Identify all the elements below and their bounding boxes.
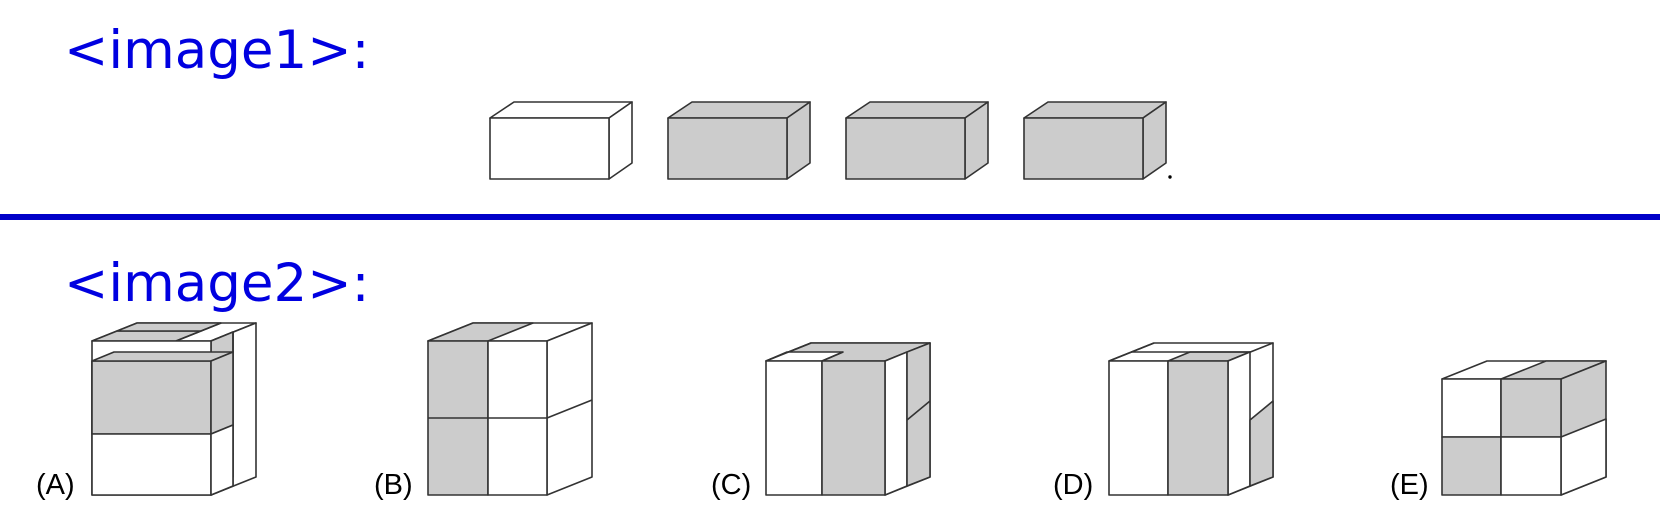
brick-grey-3	[1023, 101, 1167, 180]
option-c-cube	[765, 342, 931, 496]
brick-white	[489, 101, 633, 180]
brick-grey-1	[667, 101, 811, 180]
image1-label: <image1>:	[64, 20, 370, 81]
option-b-cube	[427, 322, 593, 496]
option-d-label: (D)	[1053, 469, 1093, 501]
option-c-label: (C)	[711, 469, 751, 501]
option-e-label: (E)	[1390, 469, 1429, 501]
option-a-label: (A)	[36, 469, 75, 501]
option-d-cube	[1108, 342, 1274, 496]
brick-grey-2	[845, 101, 989, 180]
period-dot	[1168, 175, 1172, 179]
image2-label: <image2>:	[64, 253, 370, 314]
option-e-cube	[1441, 360, 1607, 496]
option-a-cube	[91, 322, 257, 496]
section-separator	[0, 214, 1660, 220]
option-b-label: (B)	[374, 469, 413, 501]
